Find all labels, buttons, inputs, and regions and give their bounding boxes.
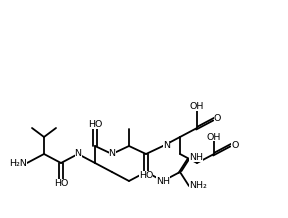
Text: O: O: [231, 140, 238, 150]
Text: NH: NH: [189, 153, 203, 162]
Text: HO: HO: [139, 171, 153, 180]
Text: H₂N: H₂N: [9, 158, 27, 167]
Text: HO: HO: [54, 179, 68, 188]
Text: N: N: [109, 150, 115, 158]
Text: N: N: [75, 150, 82, 158]
Text: OH: OH: [190, 102, 204, 111]
Text: N: N: [163, 141, 170, 150]
Text: O: O: [214, 114, 221, 124]
Text: HO: HO: [88, 120, 102, 129]
Text: OH: OH: [207, 133, 221, 141]
Text: NH: NH: [156, 177, 170, 186]
Text: NH₂: NH₂: [189, 182, 207, 191]
